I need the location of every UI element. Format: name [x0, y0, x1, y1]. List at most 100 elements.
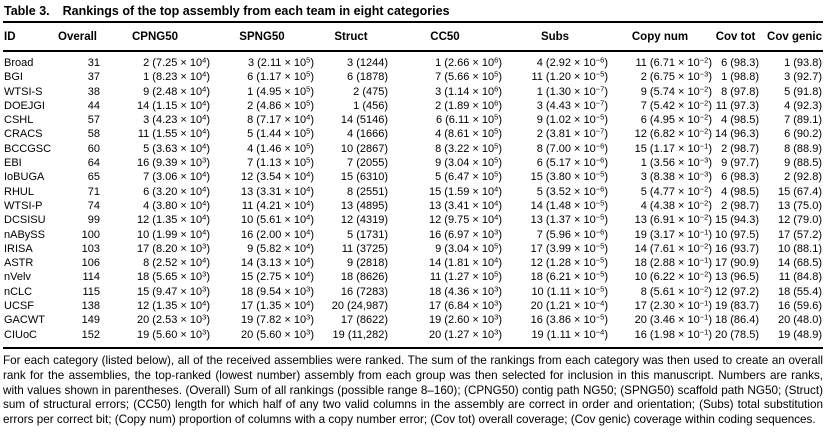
- rank-value-cell: 11 (1.55 × 104): [137, 126, 210, 141]
- table-caption: Table 3. Rankings of the top assembly fro…: [3, 3, 823, 21]
- table-label: Table 3.: [4, 4, 50, 18]
- team-id-cell: nABySS: [4, 228, 45, 241]
- rank-value-cell: 4 (3.80 × 104): [143, 198, 210, 212]
- rank-value-cell: 38: [87, 85, 100, 98]
- rank-value-cell: 1 (3.56 × 10−3): [640, 155, 712, 170]
- rank-value-cell: 71: [87, 185, 100, 198]
- rank-value-cell: 5 (1.44 × 105): [247, 126, 314, 141]
- rankings-table: ID Overall CPNG50 SPNG50 Struct CC50 Subs Copy …: [3, 21, 823, 349]
- rank-value-cell: 15 (1.17 × 10−1): [634, 141, 712, 155]
- rank-value-cell: 44: [87, 99, 100, 112]
- rank-value-cell: 3 (8.38 × 10−3): [640, 169, 712, 184]
- rank-value-cell: 9 (2.48 × 104): [143, 84, 210, 98]
- rank-value-cell: 5 (3.63 × 104): [143, 141, 210, 155]
- rank-value-cell: 20 (1.21 × 10−4): [530, 298, 608, 313]
- rank-value-cell: 13 (3.31 × 104): [241, 184, 314, 198]
- rank-value-cell: 18 (2.88 × 10−1): [634, 255, 712, 270]
- rank-value-cell: 3 (1244): [347, 57, 388, 69]
- rank-value-cell: 15 (67.4): [777, 185, 822, 198]
- rank-value-cell: 17 (57.2): [777, 228, 822, 241]
- rank-value-cell: 15 (2.75 × 104): [241, 269, 314, 284]
- rank-value-cell: 3 (1.14 × 106): [435, 84, 502, 98]
- rank-value-cell: 20 (1.27 × 103): [429, 327, 502, 341]
- rank-value-cell: 18 (9.54 × 103): [241, 284, 314, 298]
- team-id-cell: Broad: [4, 57, 34, 69]
- rank-value-cell: 1 (456): [353, 99, 388, 112]
- rank-value-cell: 4 (92.3): [784, 99, 822, 112]
- rank-value-cell: 4 (1.46 × 105): [247, 141, 314, 155]
- rank-value-cell: 16 (6.97 × 103): [429, 227, 502, 241]
- rank-value-cell: 1 (8.23 × 104): [143, 69, 210, 84]
- column-header-cov-genic: Cov genic: [759, 22, 823, 52]
- rank-value-cell: 16 (59.6): [777, 300, 822, 313]
- rank-value-cell: 6 (1878): [347, 71, 388, 84]
- rank-value-cell: 19 (5.60 × 103): [137, 327, 210, 341]
- team-id-cell: BCCGSC: [4, 142, 52, 155]
- rank-value-cell: 8 (7.00 × 10−6): [536, 141, 608, 155]
- rank-value-cell: 19 (48.9): [777, 328, 822, 341]
- column-header-id: ID: [3, 22, 55, 52]
- rank-value-cell: 11 (1.27 × 105): [429, 269, 502, 284]
- rank-value-cell: 60: [87, 142, 100, 155]
- rank-value-cell: 20 (24,987): [331, 300, 388, 313]
- rank-value-cell: 3 (4.23 × 104): [143, 112, 210, 127]
- team-id-cell: nVelv: [4, 271, 31, 284]
- rank-value-cell: 10 (97.5): [714, 228, 759, 241]
- rank-value-cell: 19 (3.17 × 10−1): [634, 227, 712, 241]
- rank-value-cell: 18 (4.36 × 103): [429, 284, 502, 298]
- rank-value-cell: 14 (1.81 × 104): [429, 255, 502, 270]
- table-header: ID Overall CPNG50 SPNG50 Struct CC50 Subs Copy …: [3, 22, 823, 52]
- rank-value-cell: 11 (1.20 × 10−5): [531, 69, 608, 84]
- rank-value-cell: 12 (79.0): [777, 214, 822, 227]
- rank-value-cell: 31: [87, 57, 100, 69]
- rank-value-cell: 8 (5.61 × 10−2): [640, 284, 712, 298]
- team-id-cell: IRISA: [4, 242, 33, 255]
- rank-value-cell: 13 (4895): [340, 199, 388, 212]
- table-row: CSHL 57 3 (4.23 × 104) 8 (7.17 × 104) 14 (51…: [3, 113, 823, 127]
- rank-value-cell: 5 (6.47 × 105): [435, 169, 502, 184]
- team-id-cell: BGI: [4, 71, 23, 84]
- rank-value-cell: 3 (2.11 × 105): [247, 55, 314, 69]
- rank-value-cell: 7 (5.96 × 10−6): [536, 227, 608, 241]
- rank-value-cell: 6 (5.17 × 10−6): [536, 155, 608, 170]
- rank-value-cell: 7 (5.66 × 105): [435, 69, 502, 84]
- rank-value-cell: 13 (75.0): [777, 199, 822, 212]
- rank-value-cell: 19 (1.11 × 10−4): [531, 327, 608, 341]
- rank-value-cell: 14 (7.61 × 10−2): [634, 241, 712, 255]
- rank-value-cell: 19 (83.7): [714, 300, 759, 313]
- table-row: DOEJGI 44 14 (1.15 × 104) 2 (4.86 × 105) 1 (…: [3, 99, 823, 113]
- rank-value-cell: 15 (6310): [340, 171, 388, 184]
- rank-value-cell: 5 (3.52 × 10−6): [536, 184, 608, 198]
- team-id-cell: CIUoC: [4, 328, 38, 341]
- rank-value-cell: 5 (1731): [347, 228, 388, 241]
- rank-value-cell: 2 (4.86 × 105): [247, 98, 314, 112]
- team-id-cell: nCLC: [4, 285, 33, 298]
- team-id-cell: CSHL: [4, 114, 34, 127]
- rank-value-cell: 10 (1.99 × 104): [137, 227, 210, 241]
- rank-value-cell: 58: [87, 128, 100, 141]
- rank-value-cell: 2 (7.25 × 104): [143, 55, 210, 69]
- rank-value-cell: 16 (9.39 × 103): [137, 155, 210, 170]
- rank-value-cell: 8 (2.52 × 104): [143, 255, 210, 270]
- rank-value-cell: 9 (2818): [347, 257, 388, 270]
- rank-value-cell: 10 (2867): [340, 142, 388, 155]
- rank-value-cell: 8 (7.17 × 104): [247, 112, 314, 127]
- rank-value-cell: 1 (93.8): [784, 57, 822, 69]
- rank-value-cell: 6 (98.3): [721, 57, 759, 69]
- team-id-cell: IoBUGA: [4, 171, 45, 184]
- rank-value-cell: 9 (5.74 × 10−2): [640, 84, 712, 98]
- rank-value-cell: 4 (1666): [347, 128, 388, 141]
- rank-value-cell: 106: [81, 257, 100, 270]
- rank-value-cell: 6 (3.20 × 104): [143, 184, 210, 198]
- table-row: IRISA 103 17 (8.20 × 103) 9 (5.82 × 104) 11 …: [3, 242, 823, 256]
- rank-value-cell: 99: [87, 214, 100, 227]
- rank-value-cell: 17 (6.84 × 103): [429, 298, 502, 313]
- rank-value-cell: 16 (2.00 × 104): [241, 227, 314, 241]
- rank-value-cell: 15 (94.3): [714, 214, 759, 227]
- rank-value-cell: 13 (6.91 × 10−2): [634, 212, 712, 227]
- column-header-cpng50: CPNG50: [100, 22, 210, 52]
- rank-value-cell: 17 (3.99 × 10−5): [530, 241, 608, 255]
- rank-value-cell: 3 (4.43 × 10−7): [536, 98, 608, 112]
- rank-value-cell: 17 (1.35 × 104): [241, 298, 314, 313]
- rank-value-cell: 12 (1.35 × 104): [137, 212, 210, 227]
